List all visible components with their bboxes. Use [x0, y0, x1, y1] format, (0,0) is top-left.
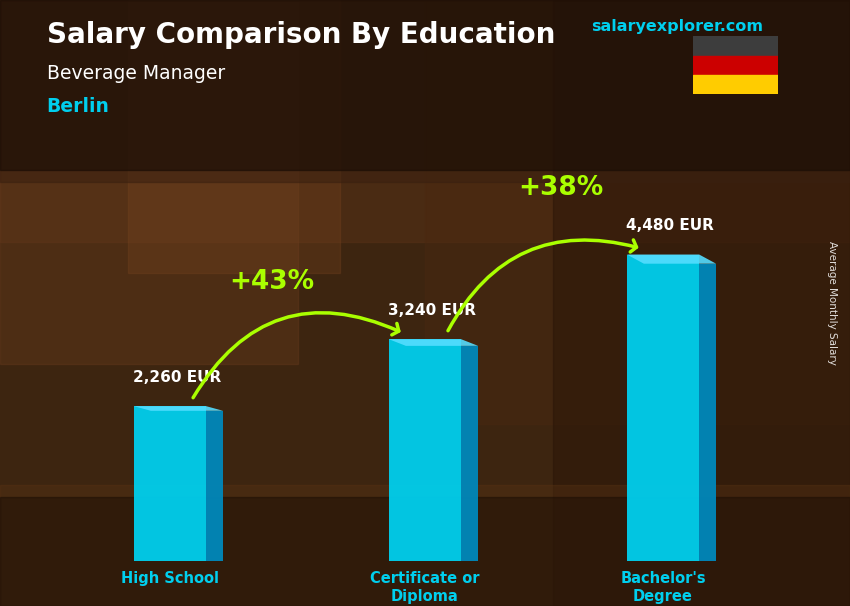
Bar	[207, 411, 223, 561]
Text: 4,480 EUR: 4,480 EUR	[626, 218, 714, 233]
Text: Bachelor's
Degree: Bachelor's Degree	[620, 571, 706, 604]
Bar	[626, 255, 699, 561]
Bar	[425, 0, 850, 424]
Polygon shape	[388, 339, 478, 346]
Polygon shape	[133, 406, 223, 411]
Text: Berlin: Berlin	[47, 97, 110, 116]
Text: High School: High School	[121, 571, 219, 587]
Bar	[0, 485, 850, 606]
Bar	[693, 56, 778, 75]
Bar	[0, 0, 298, 364]
Text: Salary Comparison By Education: Salary Comparison By Education	[47, 21, 555, 49]
Bar	[699, 264, 716, 561]
Bar	[128, 0, 340, 273]
Bar	[461, 346, 478, 561]
Bar	[0, 0, 850, 242]
Bar	[0, 0, 850, 170]
Bar	[133, 406, 206, 561]
Bar	[0, 497, 850, 606]
Text: 2,260 EUR: 2,260 EUR	[133, 370, 221, 385]
Text: +43%: +43%	[230, 269, 314, 295]
Text: +38%: +38%	[518, 175, 604, 201]
Text: Certificate or
Diploma: Certificate or Diploma	[371, 571, 479, 604]
Bar	[552, 0, 850, 606]
Polygon shape	[626, 255, 716, 264]
Text: Average Monthly Salary: Average Monthly Salary	[827, 241, 837, 365]
Text: salaryexplorer.com: salaryexplorer.com	[591, 19, 762, 35]
Text: Beverage Manager: Beverage Manager	[47, 64, 225, 82]
Bar	[0, 0, 850, 182]
Bar	[693, 36, 778, 56]
Bar	[388, 339, 461, 561]
Bar	[693, 75, 778, 94]
Text: 3,240 EUR: 3,240 EUR	[388, 303, 476, 318]
